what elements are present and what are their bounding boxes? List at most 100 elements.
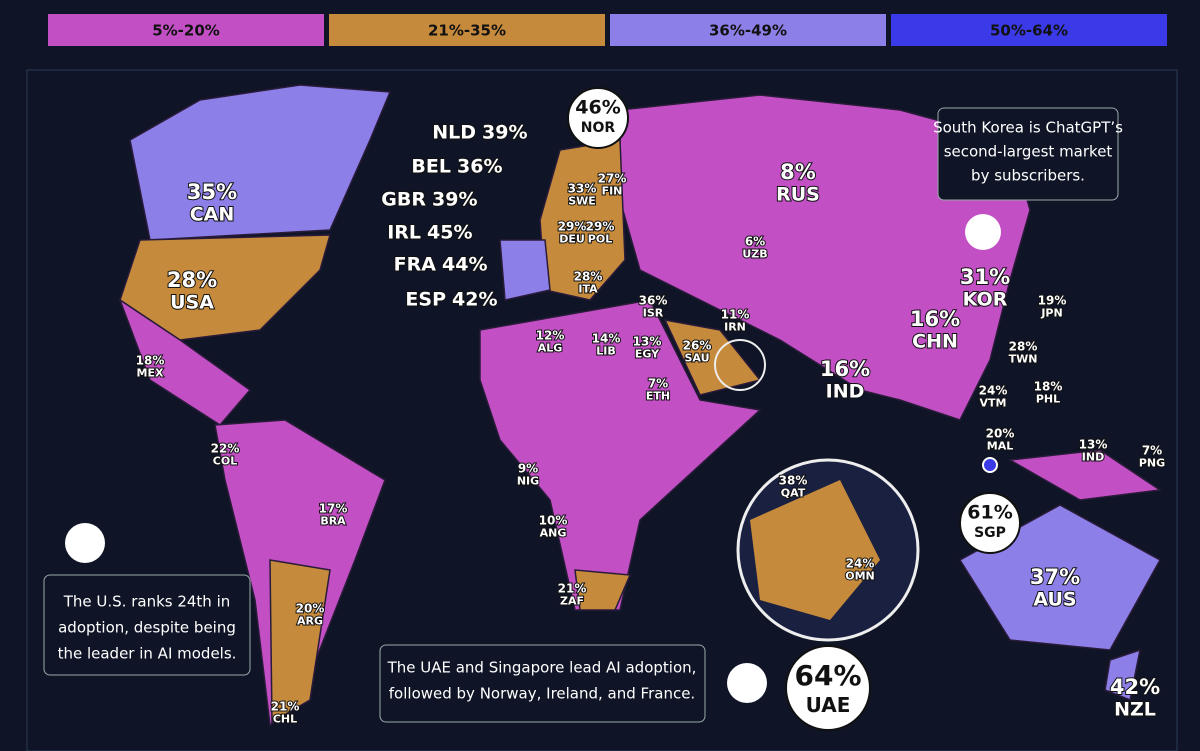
country-code: IND [826, 380, 865, 402]
country-percent: 28% [1009, 339, 1038, 353]
country-code: ANG [540, 526, 567, 539]
country-code: MEX [137, 366, 164, 379]
country-percent: 18% [1034, 379, 1063, 393]
country-percent: 37% [1030, 565, 1080, 589]
country-code: SGP [974, 525, 1006, 541]
country-percent: 36% [457, 156, 502, 178]
country-percent: 22% [211, 441, 240, 455]
country-percent: 64% [794, 659, 861, 692]
country-percent: 9% [518, 461, 538, 475]
legend-swatch [329, 14, 605, 46]
country-percent: 39% [432, 189, 477, 211]
country-code: KOR [963, 288, 1008, 310]
country-code: EGY [635, 347, 660, 360]
country-code: IRL [387, 222, 421, 244]
country-percent: 13% [633, 334, 662, 348]
country-percent: 24% [846, 556, 875, 570]
country-code: USA [170, 291, 214, 313]
country-code: SAU [684, 351, 709, 364]
callout-text: South Korea is ChatGPT’s [933, 119, 1123, 137]
callout-text: by subscribers. [971, 167, 1085, 185]
country-percent: 42% [1110, 675, 1160, 699]
country-code: PNG [1139, 456, 1165, 469]
country-percent: 8% [780, 160, 816, 184]
country-code: ARG [297, 614, 323, 627]
country-percent: 28% [167, 268, 217, 292]
callout-text: the leader in AI models. [58, 645, 237, 663]
callout-text: The UAE and Singapore lead AI adoption, [387, 659, 697, 677]
country-percent: 20% [986, 426, 1015, 440]
country-code: COL [213, 454, 237, 467]
country-percent: 28% [574, 269, 603, 283]
country-code: UZB [742, 247, 767, 260]
country-badge [959, 492, 1021, 554]
country-percent: 46% [575, 97, 620, 119]
country-percent: 16% [820, 357, 870, 381]
country-code: FRA [394, 254, 437, 276]
country-code: PHL [1036, 392, 1060, 405]
legend-label: 36%-49% [709, 22, 787, 40]
country-badge [567, 87, 629, 149]
country-percent: 27% [598, 171, 627, 185]
country-code: ALG [538, 341, 563, 354]
callout-text: second-largest market [944, 143, 1113, 161]
country-percent: 17% [319, 501, 348, 515]
country-code: JPN [1040, 306, 1062, 319]
country-percent: 16% [910, 307, 960, 331]
country-code: NIG [517, 474, 539, 487]
country-code: QAT [781, 486, 806, 499]
country-code: MAL [987, 439, 1013, 452]
country-code: POL [588, 232, 612, 245]
country-code: IRN [724, 320, 746, 333]
legend-swatch [891, 14, 1167, 46]
country-code: DEU [559, 232, 585, 245]
country-code: UAE [806, 693, 851, 717]
country-code: BRA [320, 514, 346, 527]
country-code: NOR [581, 120, 616, 136]
country-percent: 35% [187, 180, 237, 204]
country-code: SWE [568, 194, 596, 207]
country-code: NZL [1114, 698, 1156, 720]
country-percent: 29% [586, 219, 615, 233]
map-frame [26, 69, 1178, 751]
country-percent: 21% [558, 581, 587, 595]
legend-swatch [610, 14, 886, 46]
country-percent: 33% [568, 181, 597, 195]
country-code: CHN [912, 330, 958, 352]
country-code: FIN [602, 184, 623, 197]
country-percent: 38% [779, 473, 808, 487]
country-percent: 14% [592, 331, 621, 345]
country-code: CHL [273, 712, 297, 725]
country-code: ETH [646, 389, 670, 402]
country-code: RUS [776, 183, 820, 205]
country-percent: 61% [967, 502, 1012, 524]
country-percent: 31% [960, 265, 1010, 289]
legend-label: 21%-35% [428, 22, 506, 40]
country-percent: 26% [683, 338, 712, 352]
callout-text: The U.S. ranks 24th in [63, 593, 231, 611]
country-percent: 39% [482, 122, 527, 144]
country-code: OMN [845, 569, 875, 582]
country-code: IND [1082, 450, 1104, 463]
country-code: ITA [578, 282, 598, 295]
country-percent: 18% [136, 353, 165, 367]
country-percent: 42% [452, 289, 497, 311]
country-code: AUS [1033, 588, 1076, 610]
country-badge [785, 645, 871, 731]
country-percent: 13% [1079, 437, 1108, 451]
country-percent: 19% [1038, 293, 1067, 307]
country-code: BEL [411, 156, 451, 178]
legend-label: 50%-64% [990, 22, 1068, 40]
legend-label: 5%-20% [152, 22, 220, 40]
country-code: ESP [405, 289, 446, 311]
country-percent: 7% [1142, 443, 1162, 457]
country-percent: 11% [721, 307, 750, 321]
country-percent: 29% [558, 219, 587, 233]
callout-text: adoption, despite being [58, 619, 236, 637]
zoom-inset [65, 214, 1001, 703]
country-percent: 44% [442, 254, 487, 276]
country-code: ISR [643, 306, 664, 319]
country-percent: 7% [648, 376, 668, 390]
country-percent: 10% [539, 513, 568, 527]
